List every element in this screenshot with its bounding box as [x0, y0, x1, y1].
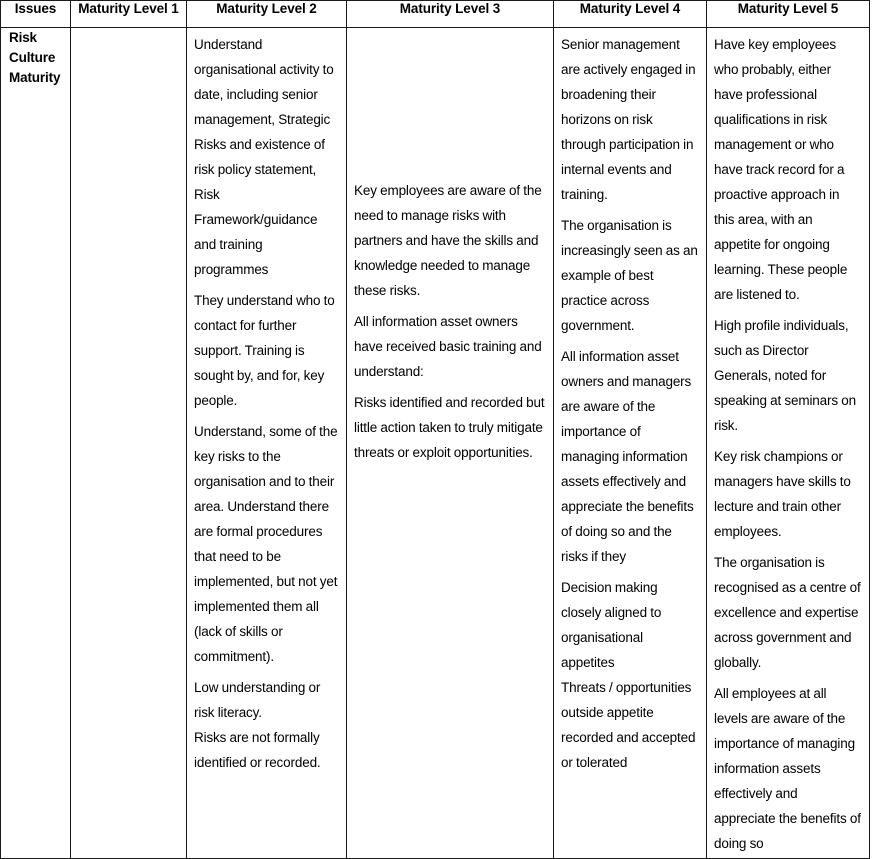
column-header-maturity-level-3: Maturity Level 3 [346, 0, 554, 28]
cell-maturity-level-5: Have key employees who probably, either … [706, 27, 870, 859]
level5-content: Have key employees who probably, either … [707, 28, 869, 858]
paragraph: The organisation is recognised as a cent… [714, 555, 861, 670]
paragraph: Senior management are actively engaged i… [561, 37, 696, 202]
level4-content: Senior management are actively engaged i… [554, 28, 706, 777]
paragraph: Decision making closely aligned to organ… [561, 580, 662, 670]
paragraph: The organisation is increasingly seen as… [561, 218, 698, 333]
table-row: Risk Culture Maturity Understand organis… [0, 27, 870, 859]
paragraph: All employees at all levels are aware of… [714, 686, 861, 851]
table-body: Risk Culture Maturity Understand organis… [0, 27, 870, 859]
issue-name-line3: Maturity [9, 70, 61, 85]
issue-name-line2: Culture [9, 50, 56, 65]
column-header-maturity-level-2: Maturity Level 2 [186, 0, 347, 28]
paragraph: Risks are not formally identified or rec… [194, 730, 321, 770]
paragraph: Have key employees who probably, either … [714, 37, 848, 302]
cell-maturity-level-3: Key employees are aware of the need to m… [346, 27, 554, 859]
header-row: Issues Maturity Level 1 Maturity Level 2… [0, 0, 870, 28]
cell-issue-label: Risk Culture Maturity [0, 27, 71, 859]
paragraph: All information asset owners and manager… [561, 349, 694, 564]
paragraph: Key risk champions or managers have skil… [714, 449, 851, 539]
column-header-issues: Issues [0, 0, 71, 28]
paragraph: Low understanding or risk literacy. [194, 680, 321, 720]
paragraph: They understand who to contact for furth… [194, 293, 335, 408]
paragraph: Threats / opportunities outside appetite… [561, 680, 696, 770]
issue-name: Risk [9, 30, 37, 45]
level3-content: Key employees are aware of the need to m… [347, 28, 553, 467]
table-header: Issues Maturity Level 1 Maturity Level 2… [0, 0, 870, 28]
cell-maturity-level-1 [70, 27, 187, 859]
paragraph: Key employees are aware of the need to m… [354, 183, 542, 298]
paragraph: Understand organisational activity to da… [194, 37, 334, 277]
paragraph: Understand, some of the key risks to the… [194, 424, 338, 664]
paragraph: Risks identified and recorded but little… [354, 395, 545, 460]
column-header-maturity-level-1: Maturity Level 1 [70, 0, 187, 28]
level2-content: Understand organisational activity to da… [187, 28, 346, 777]
paragraph: All information asset owners have receiv… [354, 314, 542, 379]
column-header-maturity-level-4: Maturity Level 4 [553, 0, 707, 28]
cell-maturity-level-2: Understand organisational activity to da… [186, 27, 347, 859]
paragraph: High profile individuals, such as Direct… [714, 318, 856, 433]
cell-maturity-level-4: Senior management are actively engaged i… [553, 27, 707, 859]
column-header-maturity-level-5: Maturity Level 5 [706, 0, 870, 28]
